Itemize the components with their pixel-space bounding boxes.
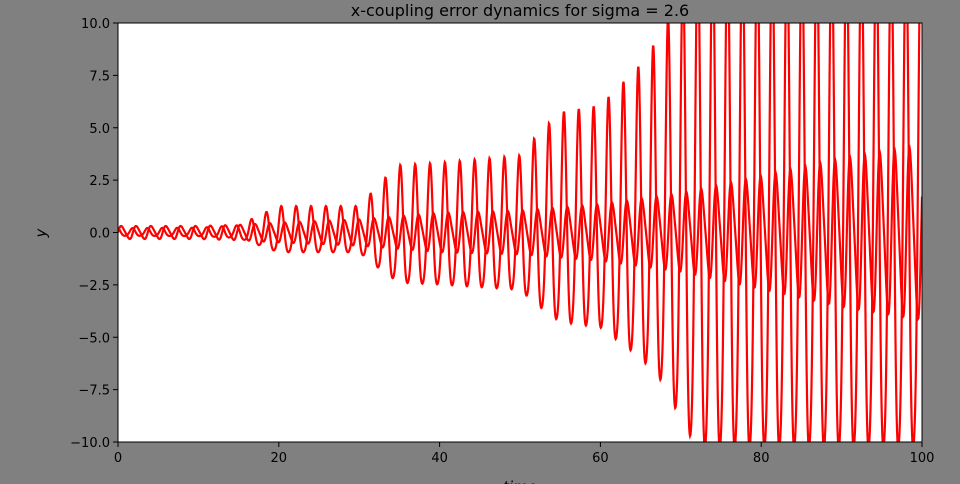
y-axis: −10.0 −7.5 −5.0 −2.5 0.0 2.5 5.0 7.5 10.0 [70,17,118,451]
y-tick-label: 7.5 [89,69,110,84]
x-tick-label: 100 [910,451,935,466]
y-tick-label: 5.0 [89,122,110,137]
chart-title: x-coupling error dynamics for sigma = 2.… [351,1,689,20]
series-layer [118,23,922,442]
y-tick-label: 0.0 [89,227,110,242]
x-tick-label: 80 [753,451,770,466]
y-tick-label: −2.5 [78,279,110,294]
x-axis: 0 20 40 60 80 100 [114,442,935,466]
y-tick-label: −5.0 [78,331,110,346]
y-tick-label: 2.5 [89,174,110,189]
x-tick-label: 20 [271,451,288,466]
y-tick-label: −7.5 [78,384,110,399]
x-tick-label: 40 [431,451,448,466]
x-tick-label: 0 [114,451,122,466]
series-line-2 [118,23,921,442]
y-tick-label: −10.0 [70,436,110,451]
x-axis-label: time [503,478,537,484]
series-line-1 [118,144,922,322]
y-tick-label: 10.0 [81,17,110,32]
x-tick-label: 60 [592,451,609,466]
y-axis-label: y [32,227,50,238]
